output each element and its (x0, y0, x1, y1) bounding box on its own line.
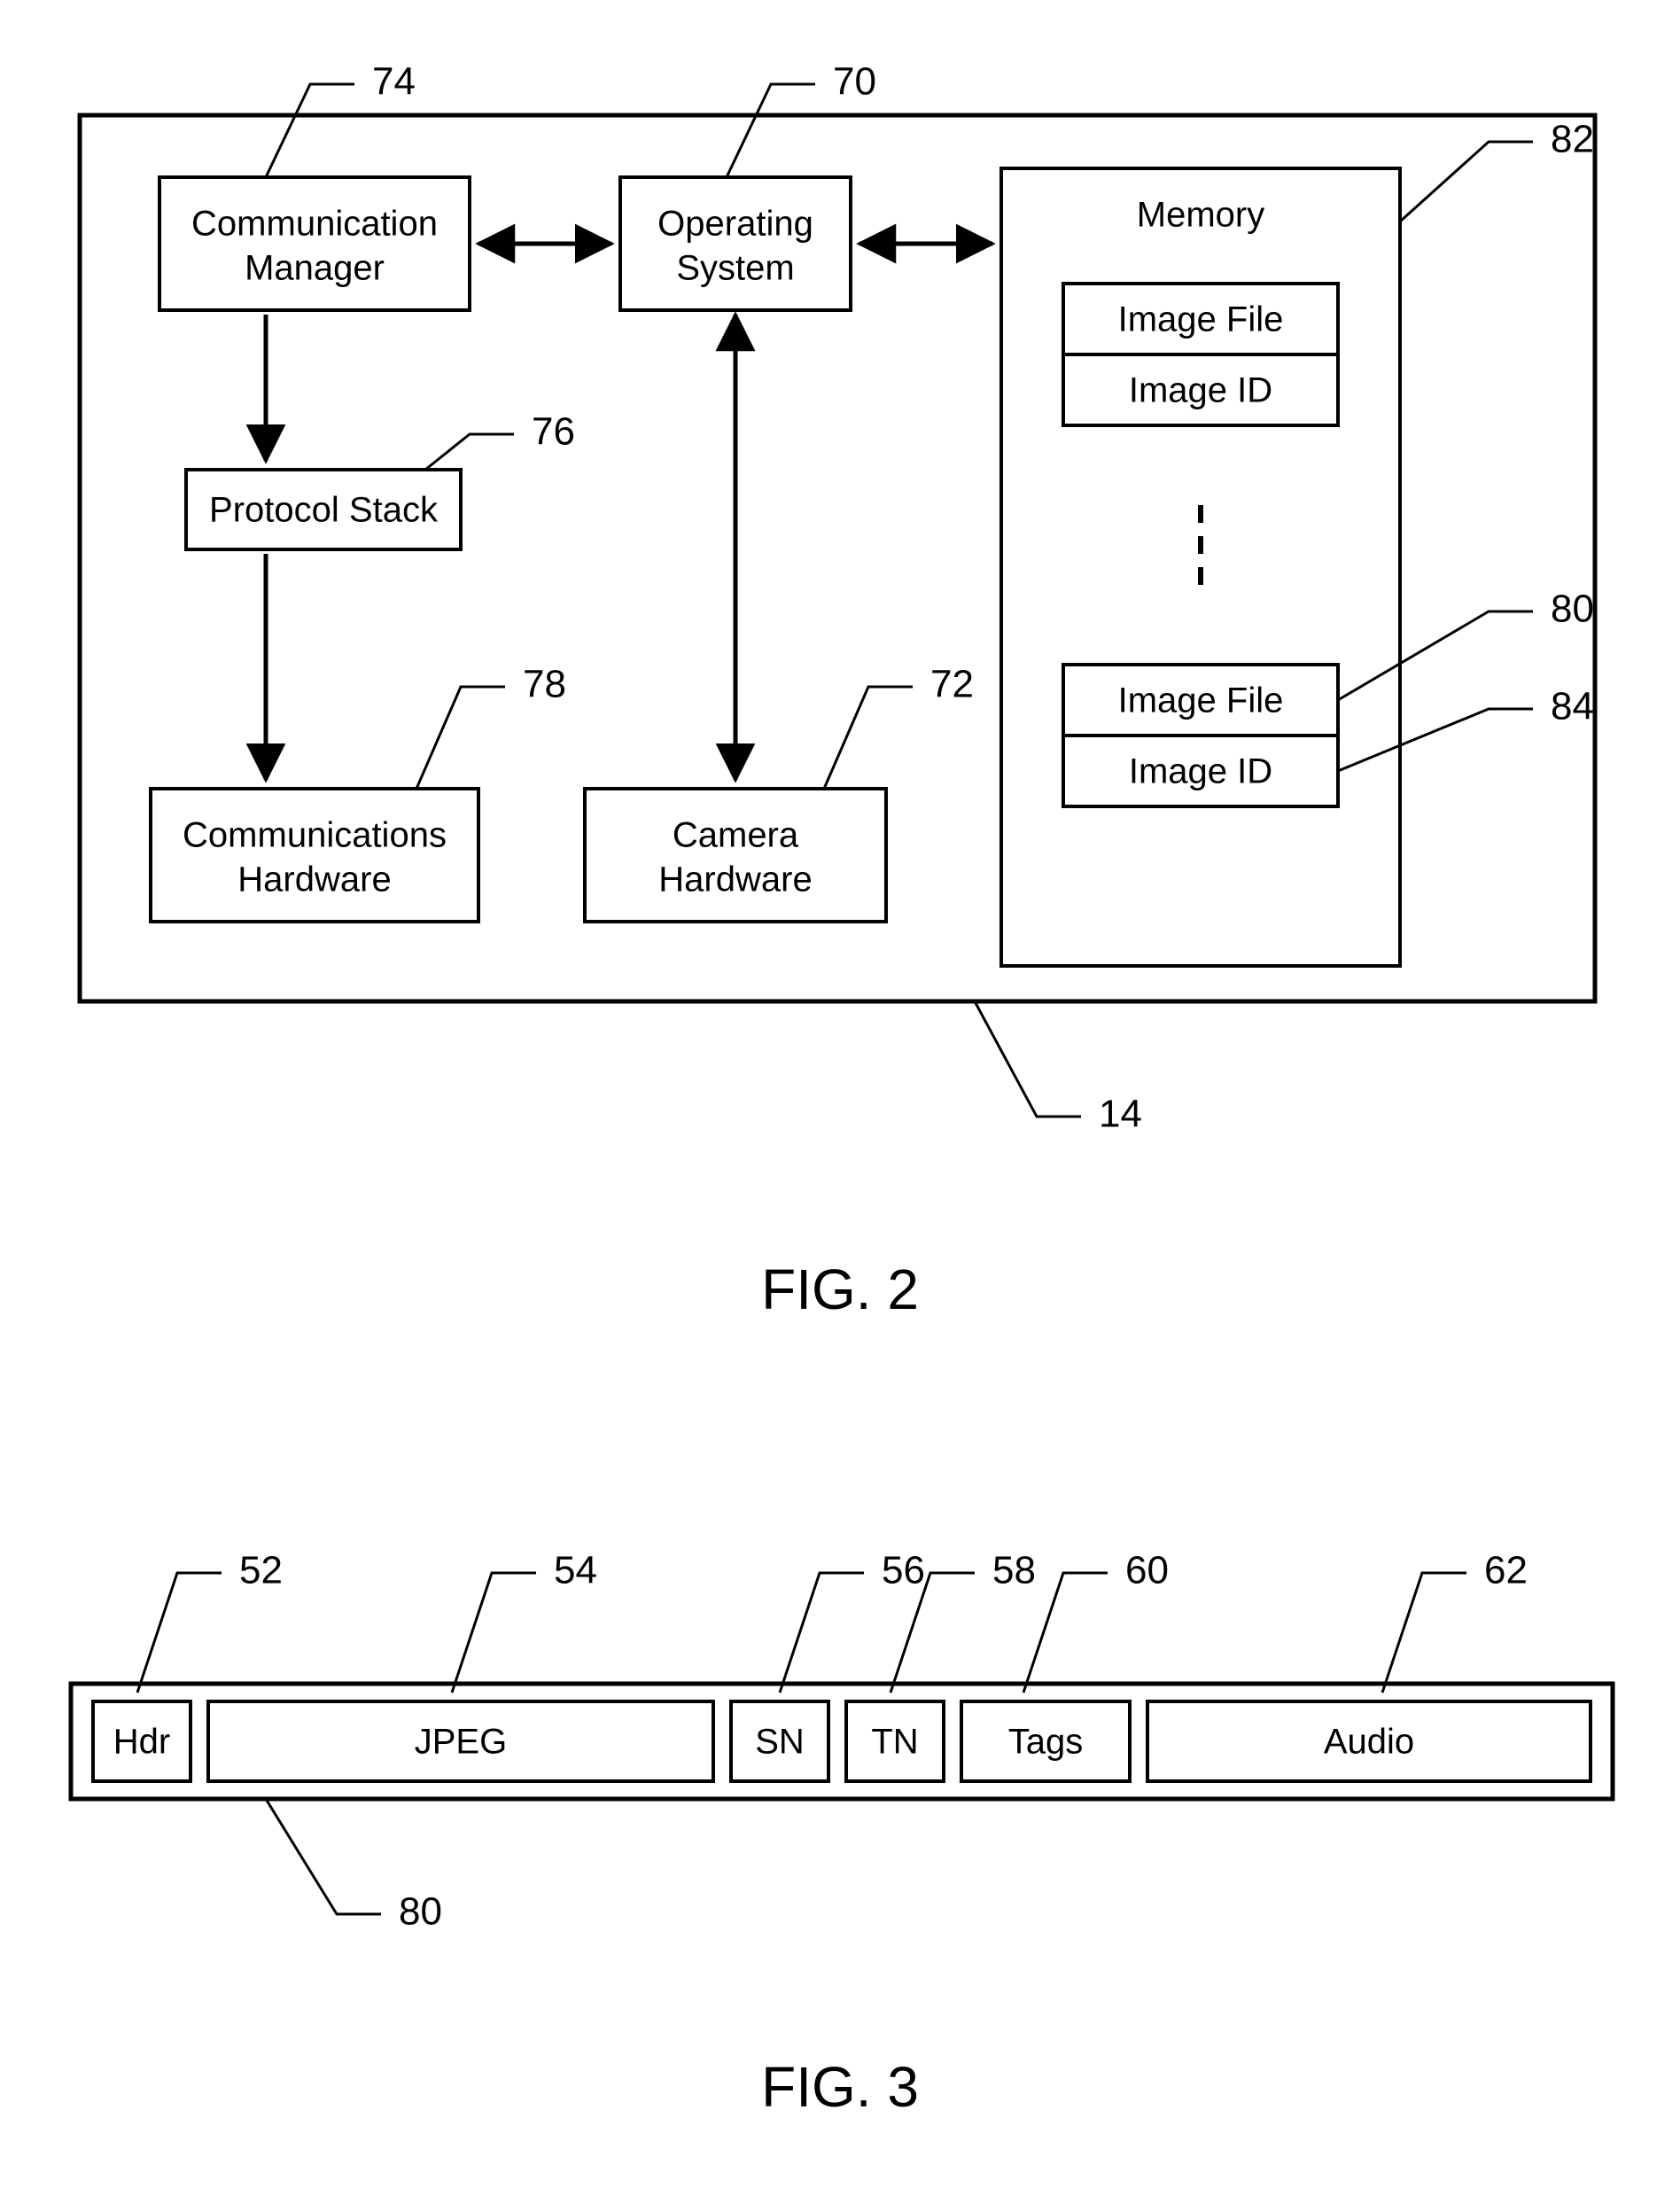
audio-field: Audio (1147, 1701, 1591, 1781)
camera-hw-label-1: Camera (673, 816, 799, 855)
leader-14 (975, 1001, 1081, 1117)
figure-3: 52 54 56 58 60 62 Hdr JPEG SN TN (71, 1549, 1613, 2119)
sn-label: SN (755, 1723, 805, 1762)
image-block-1: Image File Image ID (1063, 284, 1338, 425)
comm-hw-label-1: Communications (183, 816, 447, 855)
ref-74: 74 (372, 60, 416, 104)
leader-74 (266, 84, 354, 177)
image-file-label-1: Image File (1118, 300, 1284, 339)
figure-2: Communication Manager 74 Operating Syste… (80, 60, 1595, 1321)
jpeg-field: JPEG (208, 1701, 713, 1781)
image-id-label-1: Image ID (1129, 371, 1272, 410)
ref-82: 82 (1551, 118, 1594, 161)
tags-field: Tags (961, 1701, 1130, 1781)
hdr-field: Hdr (93, 1701, 191, 1781)
image-block-2: Image File Image ID (1063, 665, 1338, 806)
sn-field: SN (731, 1701, 828, 1781)
ref-70: 70 (833, 60, 876, 104)
os-label-1: Operating (657, 205, 813, 244)
hdr-label: Hdr (113, 1723, 170, 1762)
leader-72 (824, 687, 913, 789)
ref-60: 60 (1125, 1549, 1169, 1592)
ref-52: 52 (239, 1549, 283, 1592)
ref-80: 80 (1551, 588, 1594, 631)
ref-56: 56 (882, 1549, 925, 1592)
leader-78 (416, 687, 505, 789)
leader-82 (1400, 142, 1533, 222)
ref-80-fig3: 80 (399, 1890, 442, 1934)
ellipsis-dots (1198, 505, 1203, 585)
ref-62: 62 (1484, 1549, 1528, 1592)
ref-78: 78 (523, 663, 566, 706)
ref-54: 54 (554, 1549, 597, 1592)
jpeg-label: JPEG (415, 1723, 507, 1762)
image-id-label-2: Image ID (1129, 752, 1272, 791)
image-file-label-2: Image File (1118, 681, 1284, 720)
leader-70 (727, 84, 815, 177)
comm-hw-label-2: Hardware (237, 860, 391, 899)
memory-label: Memory (1137, 196, 1264, 235)
comm-manager-label-1: Communication (191, 205, 438, 244)
ref-84: 84 (1551, 685, 1594, 728)
os-label-2: System (676, 249, 794, 288)
leader-52 (137, 1573, 222, 1693)
leader-54 (452, 1573, 536, 1693)
leader-76 (425, 434, 514, 470)
audio-label: Audio (1324, 1723, 1414, 1762)
camera-hw-node: Camera Hardware (585, 789, 886, 922)
comm-manager-node: Communication Manager (159, 177, 470, 310)
comm-hw-node: Communications Hardware (151, 789, 478, 922)
diagram-canvas: Communication Manager 74 Operating Syste… (0, 0, 1680, 2203)
leader-62 (1382, 1573, 1466, 1693)
tn-field: TN (846, 1701, 944, 1781)
tn-label: TN (871, 1723, 918, 1762)
comm-manager-label-2: Manager (245, 249, 385, 288)
ref-14: 14 (1099, 1093, 1142, 1136)
fig3-title: FIG. 3 (761, 2055, 919, 2119)
ref-58: 58 (992, 1549, 1036, 1592)
os-node: Operating System (620, 177, 851, 310)
leader-60 (1023, 1573, 1108, 1693)
camera-hw-label-2: Hardware (658, 860, 812, 899)
leader-80-fig3 (266, 1799, 381, 1914)
fig2-title: FIG. 2 (761, 1257, 919, 1321)
ref-72: 72 (930, 663, 974, 706)
tags-label: Tags (1008, 1723, 1084, 1762)
ref-76: 76 (532, 410, 575, 454)
protocol-label: Protocol Stack (209, 491, 439, 530)
leader-56 (780, 1573, 864, 1693)
protocol-node: Protocol Stack (186, 470, 461, 549)
